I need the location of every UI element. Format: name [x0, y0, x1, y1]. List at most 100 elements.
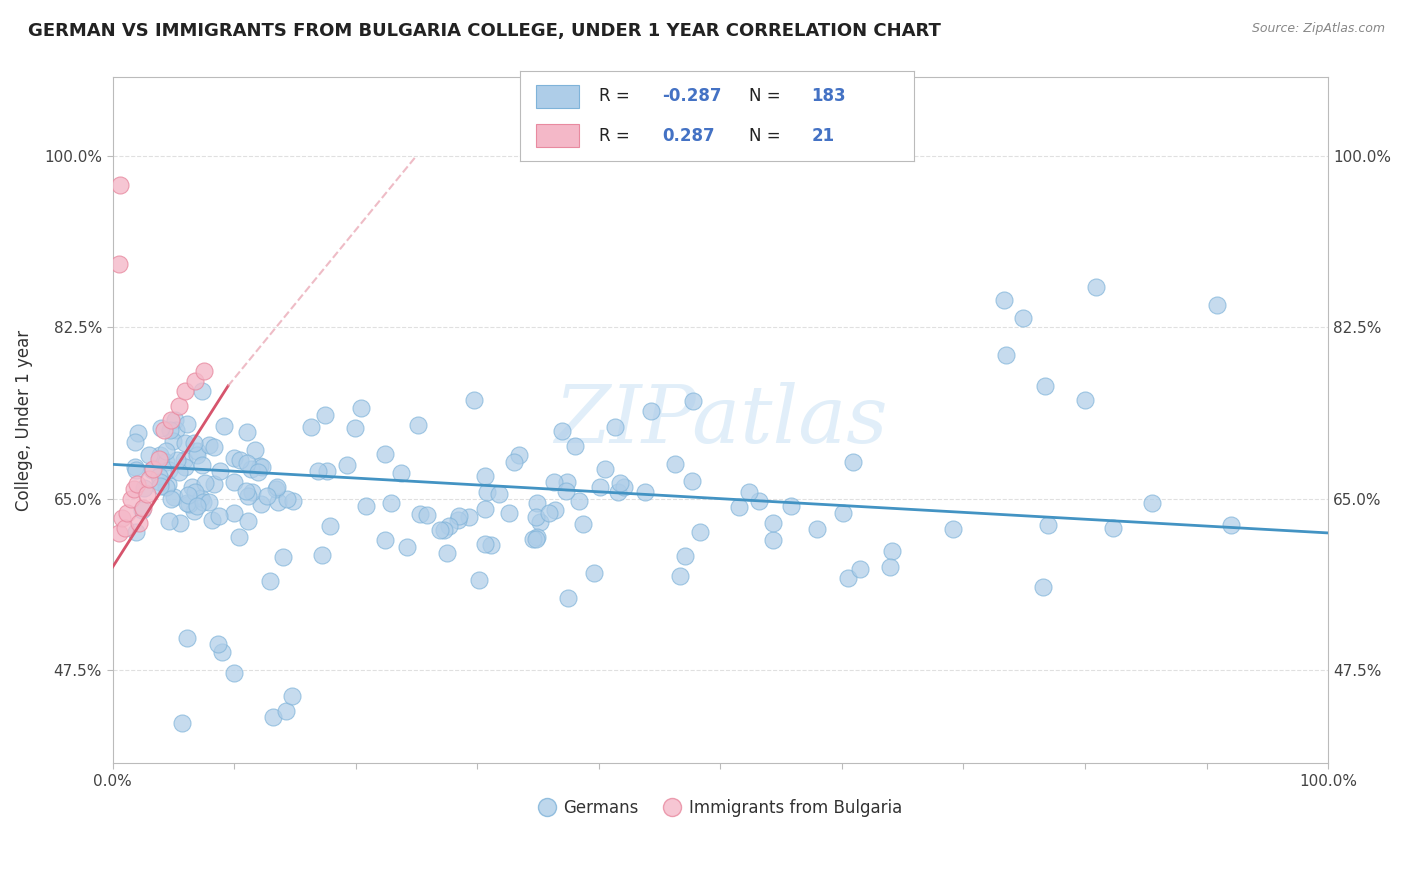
Point	[266, 480, 288, 494]
Point	[727, 500, 749, 515]
Point	[114, 521, 136, 535]
Point	[224, 506, 246, 520]
Point	[170, 716, 193, 731]
Point	[238, 514, 260, 528]
Point	[276, 491, 298, 506]
Point	[994, 348, 1017, 362]
Point	[240, 485, 263, 500]
Text: N =: N =	[748, 87, 786, 105]
Point	[177, 488, 200, 502]
Point	[128, 516, 150, 530]
Point	[202, 477, 225, 491]
Point	[806, 522, 828, 536]
Point	[236, 456, 259, 470]
Point	[640, 404, 662, 418]
Point	[166, 453, 188, 467]
Point	[165, 423, 187, 437]
Point	[593, 462, 616, 476]
Point	[458, 509, 481, 524]
Point	[124, 460, 146, 475]
Point	[606, 485, 628, 500]
Point	[125, 477, 148, 491]
Point	[415, 508, 437, 522]
Point	[436, 546, 458, 560]
Point	[880, 543, 903, 558]
Point	[281, 690, 304, 704]
Point	[780, 500, 803, 514]
Point	[209, 464, 232, 478]
Point	[111, 511, 134, 525]
Point	[131, 503, 153, 517]
Point	[149, 479, 172, 493]
Point	[127, 425, 149, 440]
Point	[124, 482, 146, 496]
Point	[474, 537, 496, 551]
Point	[433, 523, 456, 537]
Point	[526, 530, 548, 544]
Point	[228, 530, 250, 544]
Point	[354, 499, 377, 513]
Point	[155, 455, 177, 469]
Point	[176, 496, 198, 510]
Text: -0.287: -0.287	[662, 87, 721, 105]
Point	[307, 464, 329, 478]
Point	[155, 443, 177, 458]
Point	[479, 538, 502, 552]
Point	[439, 519, 461, 533]
Point	[193, 364, 215, 378]
Point	[1101, 521, 1123, 535]
Point	[537, 506, 560, 520]
Point	[311, 548, 333, 562]
Point	[107, 256, 129, 270]
Point	[609, 475, 631, 490]
Point	[395, 540, 418, 554]
Point	[183, 503, 205, 517]
Point	[191, 458, 214, 473]
Point	[179, 497, 201, 511]
Point	[150, 452, 173, 467]
Point	[264, 482, 287, 496]
Point	[613, 480, 636, 494]
Point	[682, 393, 704, 408]
Text: R =: R =	[599, 87, 636, 105]
Point	[157, 463, 180, 477]
Point	[406, 417, 429, 432]
Point	[191, 384, 214, 398]
Point	[762, 516, 785, 530]
Point	[681, 475, 703, 489]
Point	[475, 484, 498, 499]
Point	[120, 491, 142, 506]
Point	[186, 499, 208, 513]
Point	[207, 637, 229, 651]
Point	[522, 532, 544, 546]
Point	[524, 533, 547, 547]
Point	[1220, 517, 1243, 532]
Point	[235, 483, 257, 498]
Point	[848, 562, 870, 576]
Point	[198, 438, 221, 452]
Point	[572, 516, 595, 531]
Point	[148, 475, 170, 489]
Point	[664, 457, 686, 471]
Point	[837, 571, 859, 585]
Point	[942, 522, 965, 536]
Point	[446, 513, 468, 527]
Point	[564, 439, 586, 453]
Point	[349, 401, 371, 416]
Point	[214, 419, 236, 434]
Point	[588, 480, 610, 494]
Point	[211, 645, 233, 659]
Point	[252, 459, 274, 474]
Point	[673, 549, 696, 564]
Point	[374, 447, 396, 461]
Point	[184, 484, 207, 499]
Point	[157, 514, 180, 528]
Point	[250, 498, 273, 512]
Point	[236, 425, 259, 439]
Point	[557, 591, 579, 605]
Point	[1140, 496, 1163, 510]
Point	[124, 434, 146, 449]
Point	[176, 631, 198, 645]
Point	[429, 523, 451, 537]
Point	[1084, 280, 1107, 294]
